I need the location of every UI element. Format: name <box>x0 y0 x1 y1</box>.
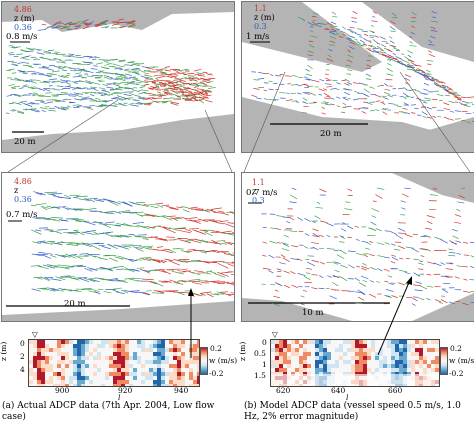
riverbank-land <box>362 2 474 62</box>
riverbank-land <box>2 114 234 152</box>
legend-var: z (m) <box>254 13 275 22</box>
colorbar <box>200 347 208 375</box>
right-contour <box>270 339 440 387</box>
y-axis-label: z (m) <box>238 341 247 361</box>
y-tick: 0 <box>20 339 25 348</box>
y-tick: 1.5 <box>254 371 266 380</box>
y-tick: 4 <box>20 365 25 374</box>
x-tick: 640 <box>331 386 346 395</box>
colorbar-label: w (m/s) <box>449 356 474 365</box>
length-scale-label: 10 m <box>302 308 324 318</box>
left-caption: (a) Actual ADCP data (7th Apr. 2004, Low… <box>2 401 215 422</box>
y-axis-label: z (m) <box>0 341 8 361</box>
x-tick: 900 <box>55 386 70 395</box>
colorbar-min: -0.2 <box>449 369 464 378</box>
length-scale-label: 20 m <box>320 129 342 139</box>
speed-scale-label: 0.8 m/s <box>6 32 38 42</box>
x-tick: 940 <box>174 386 189 395</box>
legend-var: z <box>14 186 19 195</box>
legend-var: z (m) <box>14 14 35 23</box>
riverbank-land <box>2 2 234 32</box>
left-contour <box>28 339 200 387</box>
legend-max: 1.1 <box>252 178 265 187</box>
legend-min: 0.3 <box>254 22 267 31</box>
legend-max: 4.86 <box>14 177 32 186</box>
left-top-legend: 4.86 z (m) 0.36 <box>14 5 35 32</box>
left-mid-legend: 4.86 z 0.36 <box>14 177 32 204</box>
legend-min: 0.36 <box>14 23 32 32</box>
left-top-panel: 4.86 z (m) 0.36 0.8 m/s 20 m <box>1 1 235 153</box>
colorbar <box>440 347 448 375</box>
x-axis-label: l <box>118 393 121 402</box>
section-marker: ▽ <box>272 330 278 339</box>
left-top-vector-plot <box>2 2 234 152</box>
colorbar-label: w (m/s) <box>209 356 238 365</box>
left-mid-vector-plot <box>2 191 234 321</box>
legend-max: 1.1 <box>254 4 267 13</box>
section-marker: ▽ <box>32 330 38 339</box>
legend-var: z <box>252 187 257 196</box>
length-scale-label: 20 m <box>64 299 86 309</box>
legend-min: 0.36 <box>14 195 32 204</box>
colorbar-min: -0.2 <box>209 369 224 378</box>
riverbank-land <box>412 293 474 321</box>
length-scale-label: 20 m <box>14 137 36 147</box>
right-top-vector-plot <box>242 2 474 152</box>
right-top-panel: 1.1 z (m) 0.3 1 m/s 20 m <box>241 1 474 153</box>
right-section-plot: ▽ z (m) 0 0.5 1 1.5 620 640 660 l 0.2 w … <box>238 331 474 402</box>
left-mid-panel: 4.86 z 0.36 0.7 m/s 20 m <box>1 172 235 322</box>
riverbank-land <box>392 173 474 203</box>
y-tick: 1 <box>262 360 267 369</box>
speed-scale-label: 0.7 m/s <box>6 210 38 220</box>
y-tick: 0.5 <box>254 349 266 358</box>
riverbank-land <box>2 301 234 321</box>
riverbank-land <box>412 117 474 152</box>
legend-max: 4.86 <box>14 5 32 14</box>
speed-scale-label: 1 m/s <box>246 32 270 42</box>
right-mid-panel: 1.1 z 0.3 0.7 m/s 10 m <box>241 172 474 322</box>
colorbar-max: 0.2 <box>450 344 462 353</box>
x-tick: 620 <box>276 386 291 395</box>
y-tick: 0 <box>262 338 267 347</box>
speed-scale-label: 0.7 m/s <box>246 188 278 198</box>
legend-min: 0.3 <box>252 196 265 205</box>
x-tick: 920 <box>118 386 133 395</box>
y-tick: 2 <box>20 352 25 361</box>
right-top-legend: 1.1 z (m) 0.3 <box>254 4 275 31</box>
colorbar-max: 0.2 <box>210 344 222 353</box>
riverbank-land <box>242 2 382 72</box>
riverbank-land <box>242 298 352 321</box>
x-tick: 660 <box>388 386 403 395</box>
right-mid-legend: 1.1 z 0.3 <box>252 178 265 205</box>
x-axis-label: l <box>346 393 349 402</box>
right-caption: (b) Model ADCP data (vessel speed 0.5 m/… <box>244 401 461 422</box>
left-section-plot: ▽ z (m) 0 2 4 900 920 940 l 0.2 w (m/s) … <box>0 331 238 402</box>
